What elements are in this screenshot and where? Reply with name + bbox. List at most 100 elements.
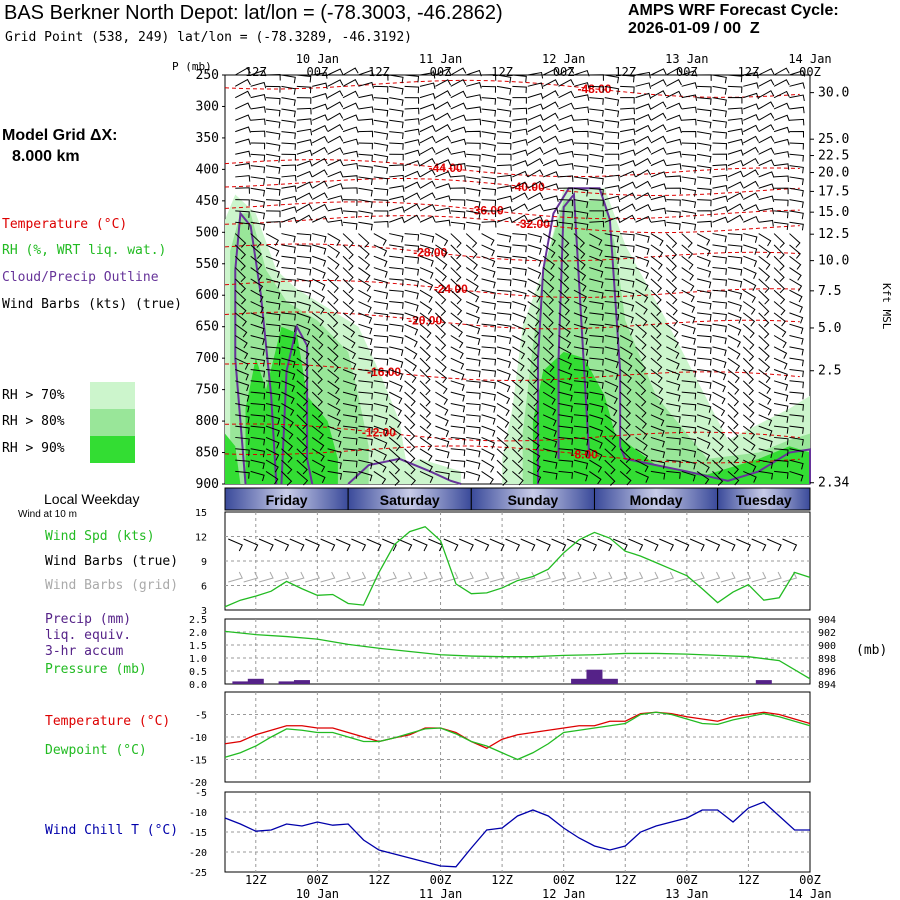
wind-barb [327,312,339,328]
wind-barb [712,185,728,192]
wind-barb [450,301,463,316]
wind-barb [404,448,416,464]
wind-barb [604,437,617,452]
cycle-label: AMPS WRF Forecast Cycle: [628,2,839,19]
wind-barb [250,278,264,292]
wind-barb [758,301,770,316]
wind-barb [558,323,571,338]
wind-barb [712,233,727,243]
wind-barb [789,131,805,138]
wind-barb [789,436,804,446]
wind-barb [327,195,344,202]
wind-barb [342,312,355,327]
wind-barb-true [674,538,690,552]
wind-barb [389,216,405,224]
wind-barb [543,207,559,215]
wind-barb [373,244,388,257]
wind-barb [573,130,589,138]
wind-barb [573,391,589,400]
wind-barb [650,278,663,294]
wind-barb [542,346,555,362]
wind-barb [496,206,513,213]
wind-barb [388,471,400,486]
wind-barb [773,402,789,413]
temperature-contour-3 [224,201,800,220]
wind-barb [665,267,677,283]
wind-barb [265,402,281,413]
wind-barb [512,278,527,288]
wind-barb [619,149,636,156]
wind-barb [342,138,359,146]
precip-label: Precip (mm) [45,612,132,627]
wind-barb [450,244,462,260]
wind-barb [742,335,755,350]
wind-barb [481,335,497,343]
windchill-panel-frame [224,791,811,873]
wind-barb [666,470,681,479]
wind-barb [265,153,281,163]
wind-barb [774,414,789,423]
wind-barb [312,135,328,144]
wind-barb [327,448,342,459]
wind-barb [635,470,649,483]
wind-barb [650,312,662,328]
wind-barb [620,278,635,288]
wind-barb [342,425,358,434]
wind-barb [589,267,604,278]
wind-barb [312,278,326,291]
wind-barb [358,301,372,314]
wind-barb [589,278,604,289]
wind-barb [296,369,309,383]
wind-barb [450,114,467,121]
wind-barb [681,402,697,411]
wind-barb [419,72,436,79]
wind-barb [650,207,667,215]
wind-barb [404,203,421,212]
cloud-outline-0 [234,210,278,485]
wind-barb [496,108,512,118]
wind-barb [635,425,648,440]
wind-barb [727,380,740,395]
wind-barb [527,255,542,267]
wind-barb [789,176,804,186]
wind-barb [342,233,354,248]
wind-barb [512,335,526,348]
wind-barb [665,244,677,260]
wind-barb [543,195,559,202]
wind-barb [435,312,447,328]
precip-accum-label: 3-hr accum [45,644,124,659]
wind-barb [681,165,697,174]
precip-panel-ytick-label: 2.5 [189,615,207,626]
wind-barb [542,391,556,405]
wind-barb [697,108,712,117]
wind-barb [296,267,312,276]
wind-barb [281,195,297,203]
wind-barb [250,470,265,482]
wind-barb [342,126,359,133]
wind-barb [358,470,373,482]
pressure-unit-right: (mb) [856,643,888,658]
wind-barb [327,267,340,282]
wind-barb [589,220,605,228]
wind-barb [496,195,513,203]
wind-barb-grid [582,571,598,583]
wind-barb [712,414,725,428]
wind-barb [542,301,554,316]
wind-barb [712,131,727,139]
wind-barb [650,403,664,416]
wind-barb [496,216,513,224]
wind-barb [773,346,788,359]
wind-barb [620,128,636,136]
wind-barb [450,210,466,219]
wind-barb [542,147,559,155]
wind-barb [265,131,281,140]
wind-barb [712,205,729,213]
wind-barb [404,149,421,157]
wind-barb [250,346,265,356]
wind-barb [481,233,495,246]
wind-barb [573,210,589,220]
top-hour-label: 12Z [614,65,636,79]
wind-barb [435,124,451,133]
wind-barb [373,108,389,117]
wind-barb [665,233,678,248]
